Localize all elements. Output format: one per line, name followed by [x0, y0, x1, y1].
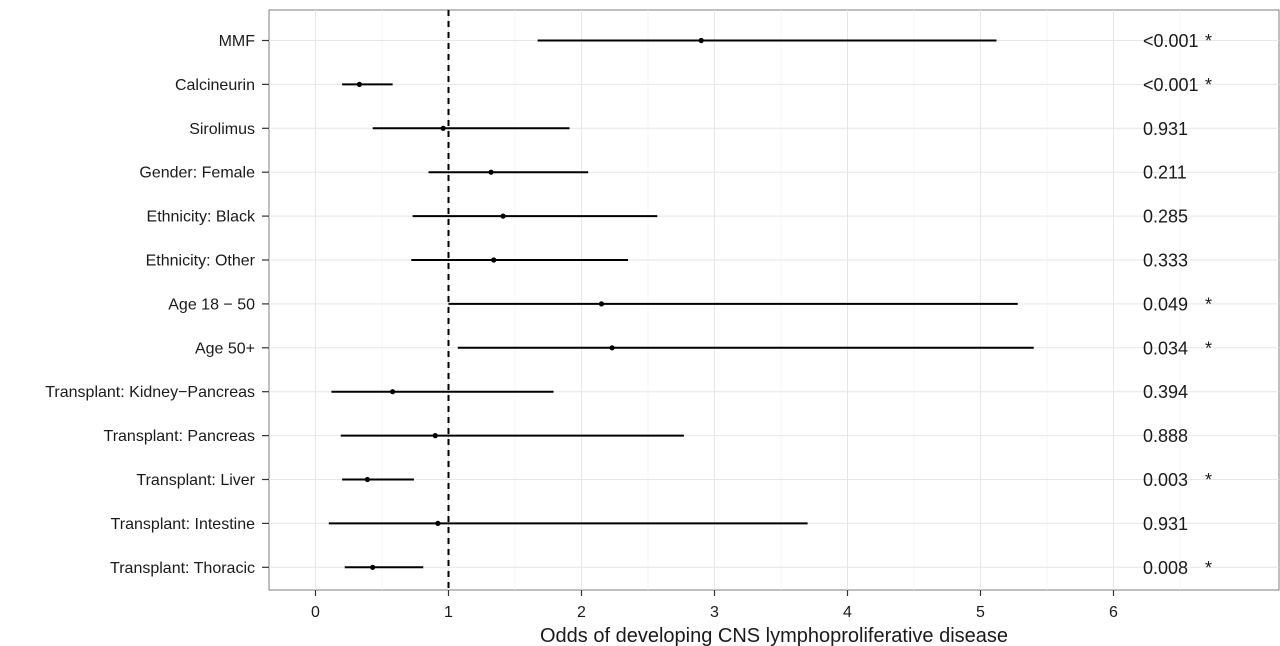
significance-mark: * [1205, 31, 1212, 51]
x-tick-label: 4 [843, 604, 852, 621]
forest-row: Transplant: Pancreas 0.888 [104, 426, 1189, 446]
p-value: 0.049 [1143, 294, 1188, 314]
odds-ratio-point [598, 301, 605, 307]
p-value: 0.285 [1143, 207, 1188, 227]
x-tick-label: 1 [444, 604, 453, 621]
x-tick-label: 3 [710, 604, 719, 621]
odds-ratio-point [370, 564, 376, 570]
row-label: Transplant: Thoracic [110, 560, 255, 577]
p-value: 0.888 [1143, 426, 1188, 446]
row-label: Age 18 − 50 [168, 296, 255, 313]
x-tick-label: 5 [976, 604, 985, 621]
forest-row: Gender: Female 0.211 [139, 163, 1186, 183]
row-label: Ethnicity: Black [147, 209, 256, 226]
forest-row: Transplant: Intestine 0.931 [111, 514, 1188, 534]
row-label: Ethnicity: Other [146, 253, 256, 270]
row-label: Age 50+ [195, 340, 255, 357]
odds-ratio-point [440, 125, 446, 131]
grid-lines [269, 10, 1279, 590]
forest-row: Transplant: Thoracic 0.008 * [110, 558, 1212, 578]
odds-ratio-point [500, 213, 506, 219]
row-label: Transplant: Liver [136, 472, 255, 489]
odds-ratio-point [356, 81, 362, 87]
odds-ratio-point [698, 37, 704, 44]
odds-ratio-point [488, 169, 494, 175]
p-value: 0.003 [1143, 470, 1188, 490]
significance-mark: * [1205, 558, 1212, 578]
odds-ratio-point [435, 520, 441, 527]
forest-row: MMF <0.001 * [219, 31, 1212, 51]
forest-row: Age 50+ 0.034 * [195, 338, 1212, 358]
odds-ratio-point [609, 345, 615, 351]
p-value: 0.394 [1143, 382, 1188, 402]
x-tick-label: 6 [1109, 604, 1118, 621]
p-value: 0.931 [1143, 119, 1188, 139]
significance-mark: * [1205, 294, 1212, 314]
odds-ratio-point [390, 389, 396, 395]
p-value: 0.211 [1143, 163, 1187, 183]
plot-panel [268, 9, 1280, 591]
row-label: Transplant: Pancreas [104, 428, 255, 445]
odds-ratio-point [364, 476, 370, 483]
forest-rows: MMF <0.001 * Calcineurin <0.001 * Sirolimus 0.9… [45, 31, 1212, 578]
p-value: 0.333 [1143, 251, 1188, 271]
p-value: 0.931 [1143, 514, 1188, 534]
x-tick-label: 2 [577, 604, 586, 621]
row-label: Transplant: Intestine [111, 516, 255, 533]
forest-row: Transplant: Kidney−Pancreas 0.394 [45, 382, 1188, 402]
p-value: 0.008 [1143, 558, 1188, 578]
p-value: <0.001 [1143, 31, 1199, 51]
odds-ratio-point [491, 257, 497, 263]
x-axis-title: Odds of developing CNS lymphoproliferati… [540, 625, 1008, 646]
p-value: 0.034 [1143, 338, 1188, 358]
x-axis: 0 1 2 3 4 5 6 [311, 590, 1118, 621]
row-label: Transplant: Kidney−Pancreas [45, 384, 255, 401]
forest-row: Ethnicity: Black 0.285 [147, 207, 1189, 227]
row-label: Calcineurin [175, 77, 255, 94]
forest-row: Sirolimus 0.931 [189, 119, 1188, 139]
x-tick-label: 0 [311, 604, 320, 621]
row-label: MMF [219, 33, 256, 50]
forest-row: Ethnicity: Other 0.333 [146, 251, 1188, 271]
significance-mark: * [1205, 470, 1212, 490]
forest-row: Calcineurin <0.001 * [175, 75, 1212, 95]
row-label: Gender: Female [139, 165, 255, 182]
odds-ratio-point [432, 433, 438, 439]
forest-row: Age 18 − 50 0.049 * [168, 294, 1212, 314]
row-label: Sirolimus [189, 121, 255, 138]
significance-mark: * [1205, 75, 1212, 95]
forest-row: Transplant: Liver 0.003 * [136, 470, 1212, 490]
significance-mark: * [1205, 338, 1212, 358]
p-value: <0.001 [1143, 75, 1199, 95]
